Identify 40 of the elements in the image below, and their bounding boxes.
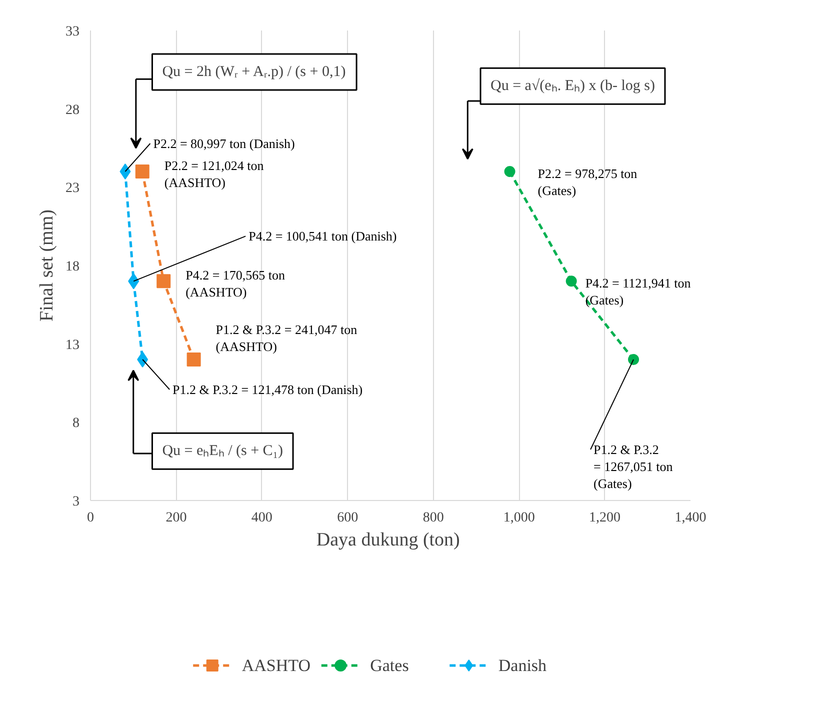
annotation: P4.2 = 1121,941 ton (Gates) (585, 276, 692, 308)
point (120, 164, 131, 180)
y-tick-label: 8 (72, 416, 80, 432)
x-tick-label: 1,200 (589, 510, 621, 526)
y-tick-label: 23 (66, 181, 80, 196)
point (137, 352, 148, 368)
annotation: Qu = a√(eₕ. Eₕ) x (b- log s) (490, 78, 655, 94)
annotation: Qu = eₕEₕ / (s + C₁) (162, 443, 284, 460)
annotation: P2.2 = 80,997 ton (Danish) (153, 136, 295, 151)
y-tick-label: 33 (66, 24, 80, 40)
annotation: P2.2 = 121,024 ton (AASHTO) (164, 158, 264, 190)
y-tick-label: 3 (72, 494, 80, 510)
x-tick-label: 800 (422, 510, 444, 526)
y-tick-label: 13 (66, 338, 80, 353)
point (156, 274, 171, 288)
x-tick-label: 600 (337, 510, 358, 526)
y-tick-label: 18 (66, 260, 80, 274)
x-axis-title: Daya dukung (ton) (316, 530, 460, 550)
y-axis-title: Final set (mm) (36, 210, 58, 322)
legend-label: Gates (370, 656, 409, 675)
annotation: P4.2 = 100,541 ton (Danish) (248, 228, 397, 244)
annotation: P2.2 = 978,275 ton (Gates) (538, 166, 638, 198)
x-tick-label: 0 (87, 510, 94, 526)
annotation: P1.2 & P.3.2 = 121,478 ton (Danish) (172, 382, 363, 397)
y-tick-label: 28 (66, 102, 80, 118)
annotation: Qu = 2h (Wᵣ + Aᵣ.p) / (s + 0,1) (162, 64, 346, 80)
point (504, 166, 516, 177)
annotation: P4.2 = 170,565 ton (AASHTO) (186, 268, 286, 300)
x-tick-label: 1,000 (503, 510, 535, 526)
annotation: P1.2 & P.3.2 = 1267,051 ton (Gates) (594, 442, 674, 491)
point (186, 352, 201, 366)
legend-label: AASHTO (242, 656, 310, 675)
point (566, 276, 577, 287)
x-tick-label: 400 (251, 510, 272, 526)
annotation: P1.2 & P.3.2 = 241,047 ton (AASHTO) (216, 322, 358, 354)
point (628, 354, 640, 365)
legend-label: Danish (498, 656, 548, 675)
x-tick-label: 200 (166, 510, 187, 526)
point (135, 164, 150, 178)
x-tick-label: 1,400 (674, 510, 706, 526)
